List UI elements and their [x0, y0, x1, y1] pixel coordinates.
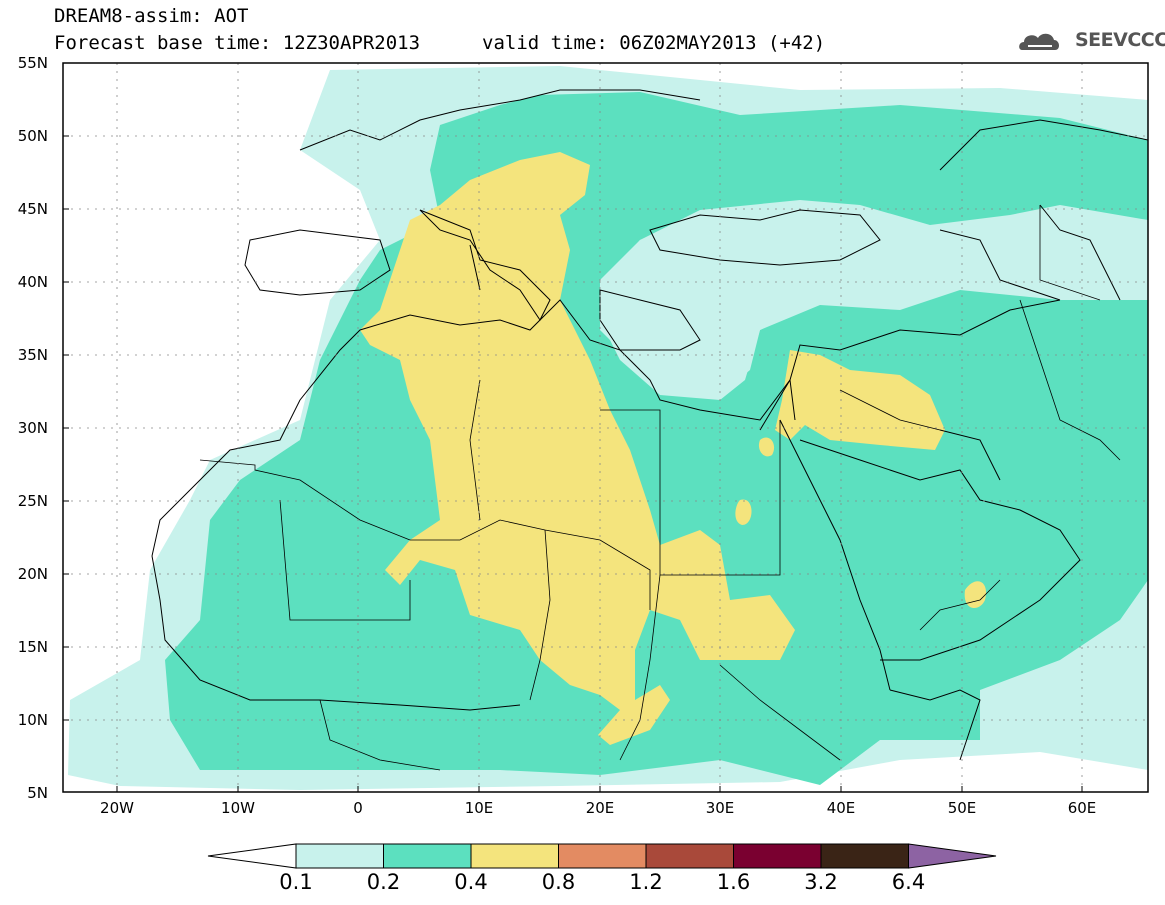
- aot-band-0.1-east: [600, 205, 960, 400]
- aot-band-0.4-spot3: [758, 437, 775, 457]
- seevccc-cloud-logo-icon: [1019, 33, 1060, 50]
- lat-label: 5N: [27, 784, 48, 802]
- lon-label: 50E: [948, 799, 977, 817]
- colorbar-swatch: [820, 843, 909, 869]
- lon-label: 60E: [1068, 799, 1097, 817]
- colorbar-swatch: [295, 843, 384, 869]
- lon-label: 0: [353, 799, 363, 817]
- grid-lines: [63, 63, 1148, 792]
- lat-label: 20N: [18, 565, 48, 583]
- colorbar-over-arrow: [908, 843, 997, 869]
- coastlines: [151, 89, 1148, 761]
- lon-label: 40E: [827, 799, 856, 817]
- logo-text: SEEVCCC: [1075, 29, 1165, 51]
- axis-ticks: [63, 62, 1083, 792]
- aot-band-0.4-spot1: [735, 499, 752, 525]
- lat-label: 40N: [18, 273, 48, 291]
- colorbar-label: 0.1: [279, 870, 313, 894]
- lat-label: 10N: [18, 711, 48, 729]
- colorbar: [207, 843, 997, 869]
- lon-label: 10E: [465, 799, 494, 817]
- colorbar-label: 1.2: [629, 870, 663, 894]
- colorbar-swatch: [645, 843, 734, 869]
- lat-label: 50N: [18, 127, 48, 145]
- colorbar-under-arrow: [207, 843, 297, 869]
- lat-label: 25N: [18, 492, 48, 510]
- lon-label: 10W: [221, 799, 255, 817]
- country-borders: [199, 205, 1121, 771]
- lat-label: 30N: [18, 419, 48, 437]
- lat-label: 45N: [18, 200, 48, 218]
- colorbar-label: 3.2: [804, 870, 838, 894]
- colorbar-swatch: [383, 843, 472, 869]
- colorbar-swatch: [470, 843, 559, 869]
- lat-label: 15N: [18, 638, 48, 656]
- lon-label: 20E: [586, 799, 615, 817]
- colorbar-label: 6.4: [891, 870, 926, 894]
- lat-label: 55N: [18, 54, 48, 72]
- colorbar-label: 1.6: [716, 870, 751, 894]
- aot-band-0.4-spot2: [964, 581, 986, 609]
- colorbar-swatch: [558, 843, 647, 869]
- lat-label: 35N: [18, 346, 48, 364]
- valid-time: valid time: 06Z02MAY2013 (+42): [482, 32, 826, 54]
- forecast-base-time: Forecast base time: 12Z30APR2013: [54, 32, 421, 54]
- lon-label: 30E: [706, 799, 735, 817]
- aot-band-0.4: [360, 152, 795, 745]
- colorbar-label: 0.4: [454, 870, 488, 894]
- lon-label: 20W: [100, 799, 134, 817]
- chart-title: DREAM8-assim: AOT: [54, 5, 249, 27]
- colorbar-label: 0.8: [541, 870, 576, 894]
- colorbar-label: 0.2: [366, 870, 401, 894]
- colorbar-swatch: [733, 843, 822, 869]
